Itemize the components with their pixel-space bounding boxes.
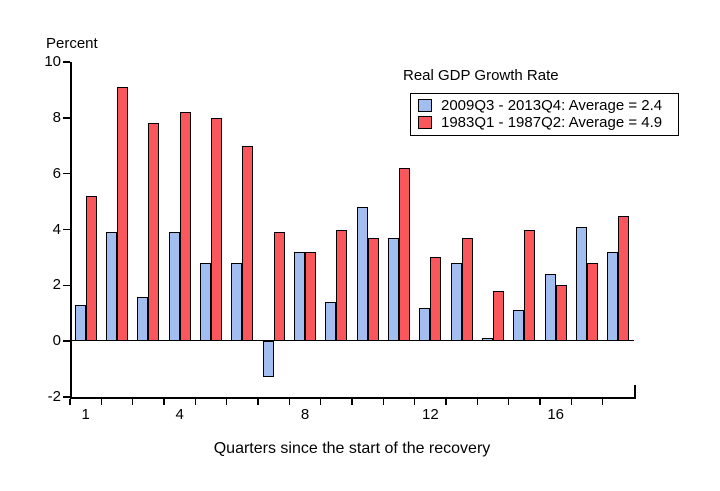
x-tick bbox=[507, 398, 510, 405]
x-tick bbox=[194, 398, 197, 405]
y-tick bbox=[63, 172, 70, 175]
x-axis-endcap bbox=[634, 385, 636, 397]
x-axis-title: Quarters since the start of the recovery bbox=[213, 440, 491, 457]
bar-1983-recovery bbox=[618, 215, 630, 342]
bar-2009-recovery bbox=[356, 207, 368, 342]
legend-title: Real GDP Growth Rate bbox=[403, 67, 559, 84]
y-tick bbox=[63, 340, 70, 342]
bar-1983-recovery bbox=[305, 251, 317, 342]
bar-1983-recovery bbox=[148, 123, 160, 342]
x-tick bbox=[288, 398, 291, 405]
y-tick-label: 8 bbox=[52, 108, 61, 126]
bar-1983-recovery bbox=[524, 229, 536, 342]
legend-entry-1983: 1983Q1 - 1987Q2: Average = 4.9 bbox=[418, 115, 672, 130]
x-tick bbox=[100, 398, 103, 405]
bar-1983-recovery bbox=[493, 290, 505, 342]
bar-1983-recovery bbox=[430, 257, 442, 342]
y-tick-label: 2 bbox=[52, 276, 61, 294]
x-tick bbox=[382, 398, 385, 405]
bar-1983-recovery bbox=[273, 232, 285, 342]
bar-2009-recovery bbox=[419, 307, 431, 342]
x-tick bbox=[570, 398, 573, 405]
y-tick bbox=[63, 284, 70, 287]
x-tick bbox=[413, 398, 416, 405]
bar-2009-recovery bbox=[231, 263, 243, 342]
legend-swatch-red bbox=[418, 116, 432, 129]
bar-1983-recovery bbox=[117, 87, 129, 342]
y-axis-line bbox=[70, 62, 72, 399]
y-axis-title: Percent bbox=[46, 35, 98, 52]
bar-2009-recovery bbox=[513, 310, 525, 342]
y-tick bbox=[63, 228, 70, 231]
y-tick bbox=[63, 117, 70, 119]
x-axis-line bbox=[70, 397, 636, 399]
bar-2009-recovery bbox=[168, 232, 180, 342]
x-tick bbox=[131, 398, 134, 405]
legend-swatch-blue bbox=[418, 99, 432, 112]
y-tick bbox=[63, 61, 70, 63]
bar-2009-recovery bbox=[544, 274, 556, 342]
bar-2009-recovery bbox=[106, 232, 118, 342]
x-tick bbox=[476, 398, 479, 405]
bar-2009-recovery bbox=[137, 296, 149, 342]
bar-2009-recovery bbox=[325, 302, 337, 342]
x-tick bbox=[351, 398, 353, 405]
bar-2009-recovery bbox=[262, 341, 274, 378]
x-tick-label: 8 bbox=[300, 406, 310, 423]
y-tick-label: 4 bbox=[52, 220, 61, 238]
x-tick bbox=[257, 398, 259, 405]
x-tick bbox=[539, 398, 541, 405]
bar-2009-recovery bbox=[482, 338, 494, 342]
y-tick-label: -2 bbox=[47, 388, 61, 405]
bar-1983-recovery bbox=[461, 237, 473, 342]
bar-2009-recovery bbox=[200, 263, 212, 342]
x-tick-label: 4 bbox=[175, 406, 184, 423]
bar-2009-recovery bbox=[294, 251, 306, 342]
x-tick bbox=[601, 398, 604, 405]
legend-entry-label: 2009Q3 - 2013Q4: Average = 2.4 bbox=[441, 97, 663, 114]
y-tick bbox=[63, 396, 70, 398]
x-tick bbox=[445, 398, 447, 405]
bar-1983-recovery bbox=[367, 237, 379, 342]
bar-1983-recovery bbox=[211, 117, 223, 342]
bar-1983-recovery bbox=[179, 112, 191, 342]
legend: 2009Q3 - 2013Q4: Average = 2.4 1983Q1 - … bbox=[410, 93, 679, 136]
x-tick bbox=[225, 398, 228, 405]
plot-area: 10 8 6 4 2 0 -2 1 4 8 12 16 bbox=[44, 53, 636, 423]
y-tick-label: 6 bbox=[52, 164, 61, 182]
bar-1983-recovery bbox=[85, 196, 97, 342]
legend-entry-2009: 2009Q3 - 2013Q4: Average = 2.4 bbox=[418, 98, 672, 113]
x-tick-label: 16 bbox=[547, 406, 564, 423]
y-tick-label: 0 bbox=[52, 332, 61, 350]
zero-line bbox=[70, 339, 634, 342]
bar-1983-recovery bbox=[242, 145, 254, 342]
x-tick-label: 1 bbox=[81, 406, 90, 423]
bar-1983-recovery bbox=[399, 168, 411, 342]
bar-1983-recovery bbox=[587, 263, 599, 342]
bar-2009-recovery bbox=[74, 304, 86, 342]
x-tick bbox=[163, 398, 165, 405]
bar-2009-recovery bbox=[607, 251, 619, 342]
bar-2009-recovery bbox=[576, 226, 588, 342]
y-tick-label: 10 bbox=[44, 53, 61, 70]
bar-1983-recovery bbox=[555, 285, 567, 342]
bar-2009-recovery bbox=[388, 237, 400, 342]
x-tick bbox=[69, 398, 71, 405]
x-tick bbox=[319, 398, 322, 405]
bar-1983-recovery bbox=[336, 229, 348, 342]
x-tick-label: 12 bbox=[421, 406, 439, 423]
bar-2009-recovery bbox=[450, 263, 462, 342]
legend-entry-label: 1983Q1 - 1987Q2: Average = 4.9 bbox=[441, 114, 663, 131]
